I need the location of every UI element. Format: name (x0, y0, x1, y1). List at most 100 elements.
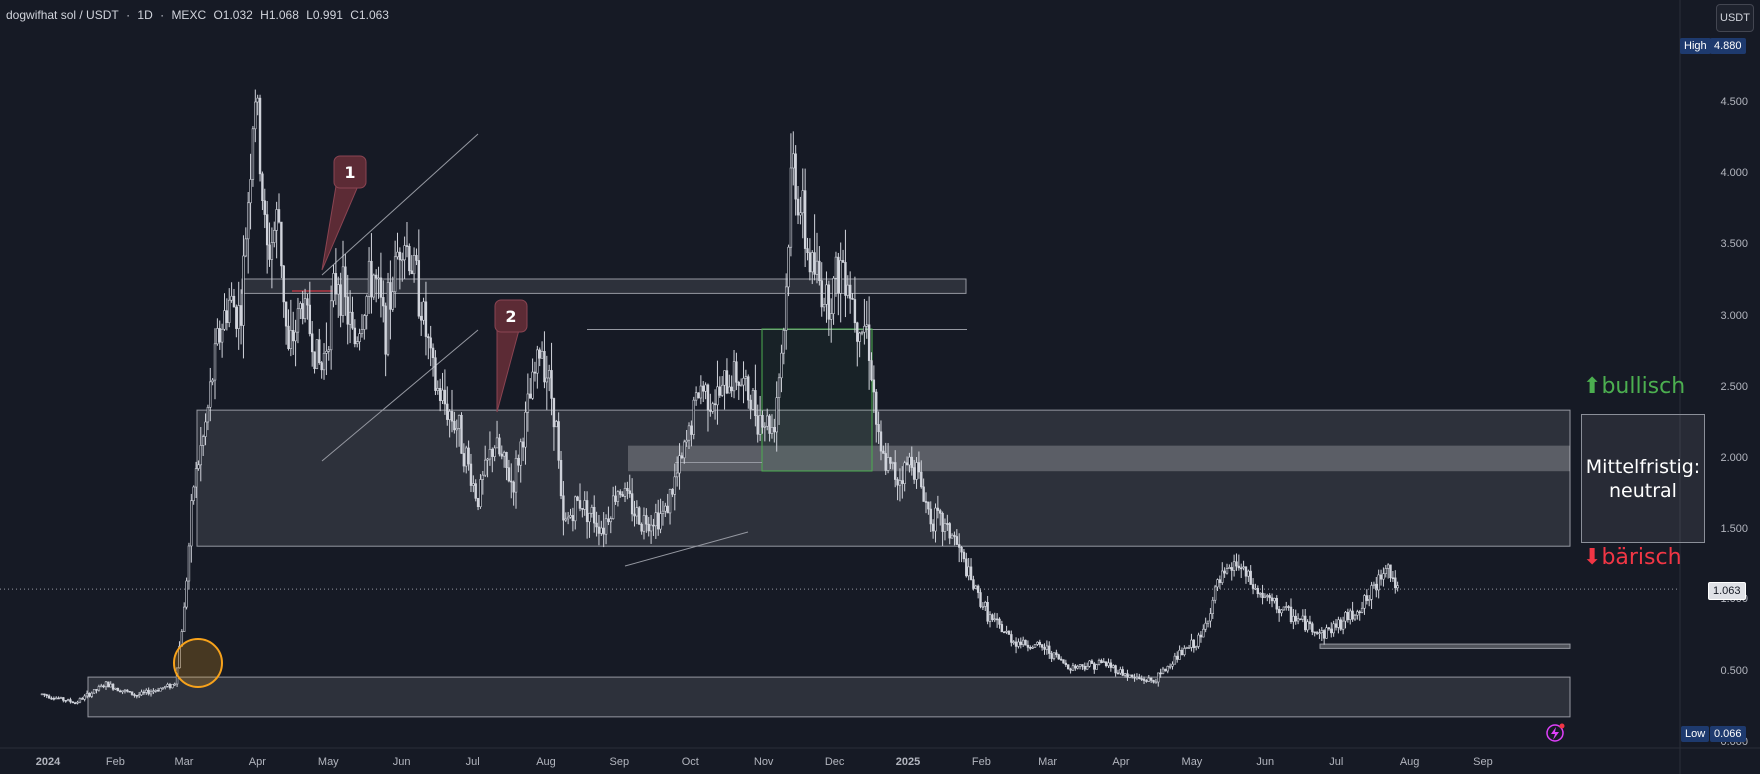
candle-body-254 (642, 515, 646, 532)
interval[interactable]: 1D (137, 8, 153, 22)
candle-body-191 (493, 447, 496, 457)
candle-body-17 (81, 698, 84, 700)
candle-body-570 (1391, 577, 1395, 580)
candle-body-498 (1221, 570, 1224, 583)
candle-body-300 (751, 390, 755, 410)
candle-body-511 (1251, 584, 1255, 589)
symbol-name[interactable]: dogwifhat sol / USDT (6, 8, 119, 22)
candle-body-103 (284, 301, 288, 327)
y-tick-label-1: 4.000 (1720, 167, 1748, 179)
candle-body-382 (946, 523, 949, 525)
candle-body-325 (811, 252, 814, 273)
candle-body-185 (479, 479, 482, 508)
candle-body-296 (742, 377, 745, 386)
candle-body-466 (1145, 680, 1148, 682)
candle-body-365 (905, 462, 909, 466)
candle-body-174 (453, 420, 456, 431)
candle-body-342 (851, 298, 854, 300)
candle-body-39 (133, 694, 136, 696)
candle-body-540 (1320, 630, 1324, 634)
candle-body-224 (571, 515, 575, 522)
candle-body-147 (389, 282, 392, 310)
candle-body-396 (979, 592, 982, 607)
candle-body-262 (661, 510, 665, 514)
candle-body-322 (803, 190, 807, 249)
candle-body-3 (47, 695, 51, 699)
candle-body-408 (1007, 630, 1011, 635)
candle-body-99 (275, 209, 278, 231)
candle-body-136 (363, 315, 366, 330)
candle-body-45 (147, 689, 150, 695)
candle-body-132 (353, 327, 357, 345)
x-tick-label-18: Jul (1329, 756, 1343, 768)
candle-body-380 (941, 513, 944, 532)
candle-body-340 (846, 284, 850, 296)
candle-body-480 (1178, 649, 1181, 660)
candle-body-530 (1296, 618, 1300, 622)
candle-body-67 (199, 445, 202, 466)
candle-body-275 (692, 399, 695, 435)
candle-body-303 (758, 414, 762, 435)
candle-body-375 (929, 508, 932, 525)
candle-body-109 (299, 303, 302, 310)
candle-body-323 (806, 248, 809, 253)
candle-body-307 (768, 415, 771, 434)
candle-body-15 (76, 701, 79, 704)
candle-body-35 (123, 689, 127, 692)
candle-body-428 (1055, 652, 1058, 655)
candle-body-240 (609, 518, 613, 523)
candle-body-572 (1396, 585, 1399, 589)
candle-body-108 (296, 308, 300, 333)
candle-body-217 (555, 421, 558, 428)
candle-body-430 (1059, 658, 1063, 661)
candle-body-128 (344, 266, 347, 298)
candle-body-233 (593, 506, 596, 524)
y-tick-label-8: 0.500 (1720, 665, 1748, 677)
candle-body-49 (156, 689, 160, 692)
candle-body-415 (1024, 639, 1027, 646)
candle-body-189 (488, 448, 492, 460)
currency-button[interactable]: USDT (1716, 4, 1754, 32)
bullish-label: bullisch (1601, 374, 1686, 399)
candle-body-107 (294, 331, 297, 342)
candle-body-116 (315, 339, 319, 369)
candle-body-395 (976, 585, 980, 593)
candle-body-537 (1313, 631, 1316, 634)
candle-body-80 (230, 295, 233, 301)
candle-body-487 (1194, 646, 1198, 649)
candle-body-122 (329, 300, 333, 351)
candle-body-134 (358, 333, 361, 342)
candle-body-146 (386, 282, 390, 355)
candle-body-28 (107, 681, 110, 688)
candle-body-100 (277, 209, 281, 223)
candle-body-566 (1382, 573, 1385, 580)
candle-body-352 (875, 391, 878, 425)
candle-body-290 (728, 386, 731, 394)
arrow-up-icon: ⬆ (1583, 374, 1602, 399)
candle-body-351 (872, 379, 876, 393)
candle-body-124 (334, 273, 338, 295)
candle-body-502 (1230, 567, 1233, 571)
candle-body-213 (545, 377, 549, 383)
candle-body-420 (1036, 641, 1039, 645)
candle-body-258 (652, 524, 655, 527)
support-resistance-zone-3 (87, 676, 1571, 718)
candle-body-126 (339, 284, 342, 316)
candle-body-170 (443, 389, 447, 405)
candle-body-377 (934, 507, 937, 532)
x-tick-label-1: Feb (106, 756, 125, 768)
candle-body-491 (1204, 622, 1207, 630)
candle-body-571 (1394, 577, 1397, 589)
candle-body-13 (71, 701, 75, 704)
candle-body-405 (1000, 624, 1004, 633)
candle-body-358 (889, 457, 892, 464)
candle-body-401 (991, 614, 994, 620)
candle-body-457 (1123, 673, 1127, 676)
candle-body-460 (1131, 674, 1134, 678)
candle-body-197 (507, 467, 511, 482)
candle-body-456 (1121, 669, 1124, 676)
candle-body-526 (1287, 606, 1290, 608)
candle-body-471 (1157, 672, 1160, 683)
candle-body-450 (1107, 662, 1110, 667)
